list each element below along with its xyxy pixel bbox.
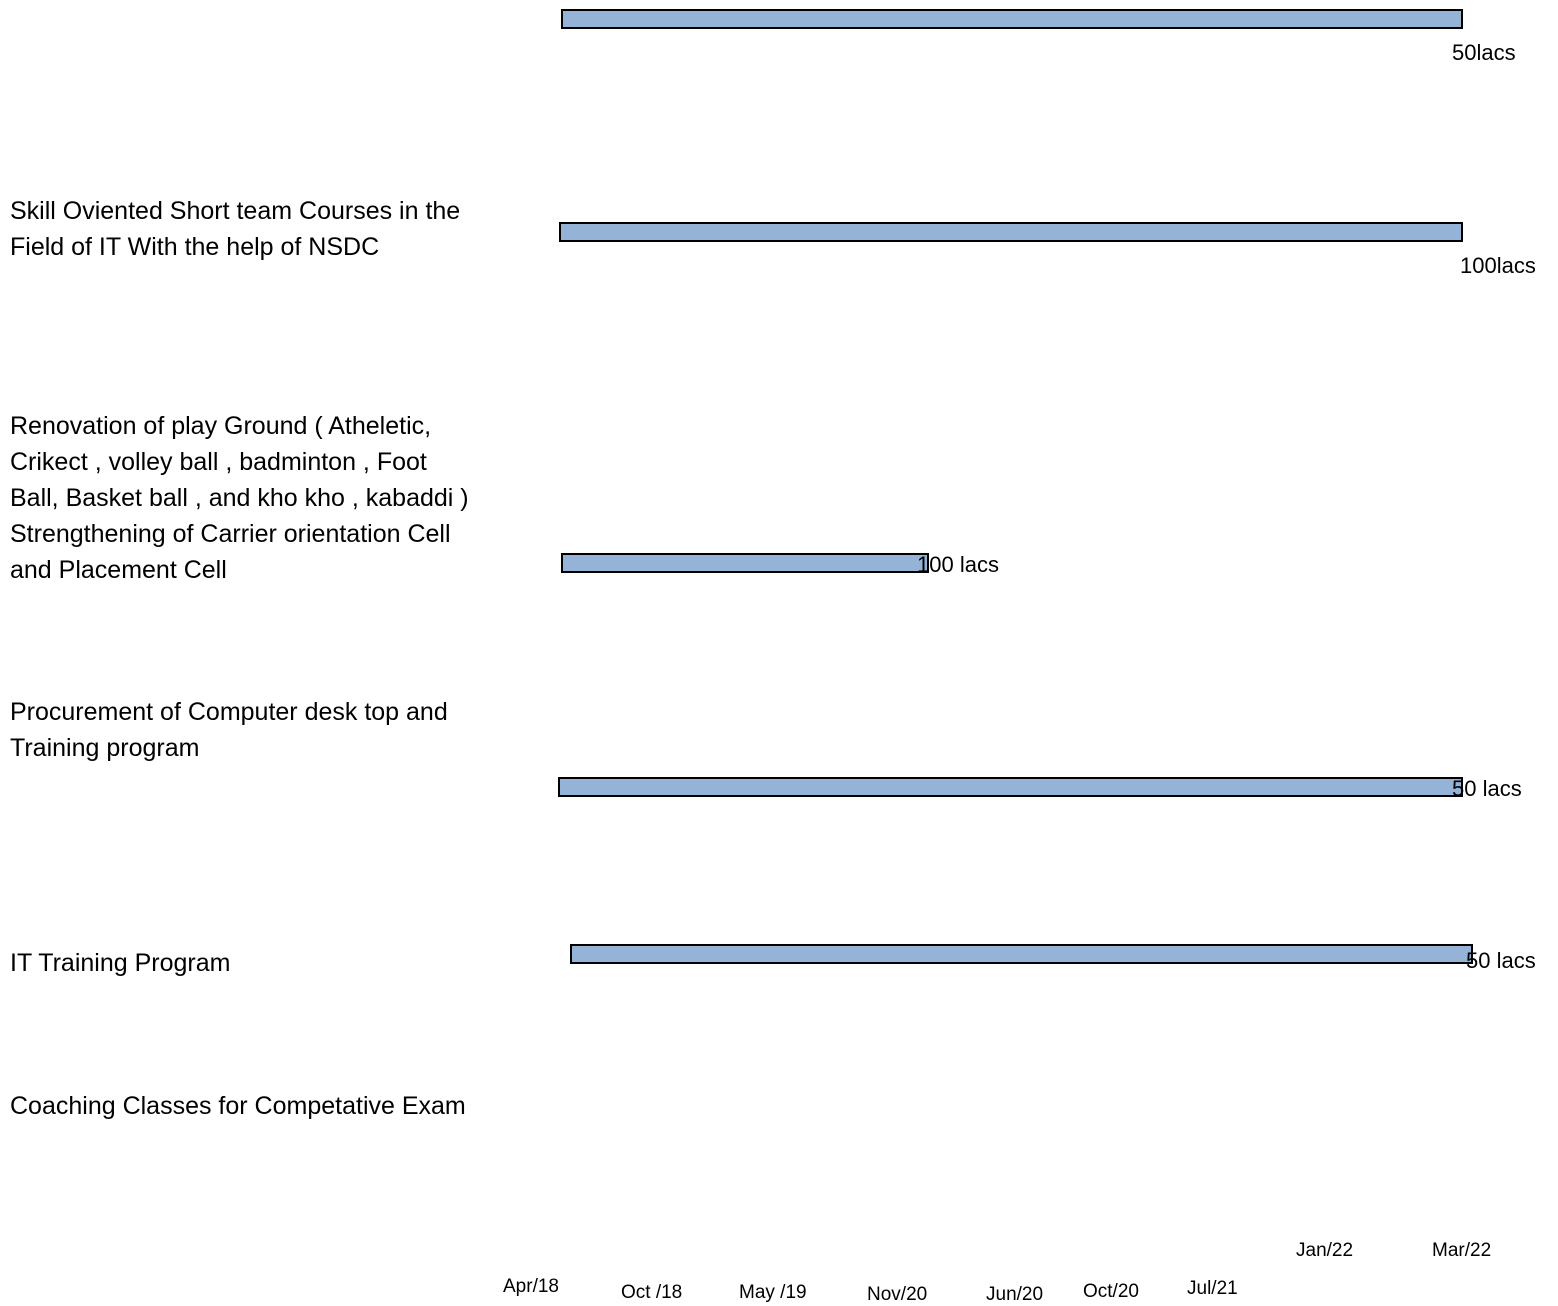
x-tick-label-0: Apr/18 (503, 1276, 559, 1297)
x-tick-label-3: Nov/20 (867, 1284, 928, 1305)
x-tick-label-8: Mar/22 (1432, 1240, 1492, 1261)
row-label-5: Coaching Classes for Competative Exam (10, 1092, 466, 1120)
x-tick-label-7: Jan/22 (1296, 1240, 1354, 1261)
x-tick-label-2: May /19 (739, 1282, 807, 1303)
gantt-bar-0 (561, 9, 1463, 29)
x-tick-label-5: Oct/20 (1083, 1281, 1139, 1302)
bar-value-label-0: 50lacs (1452, 40, 1516, 65)
gantt-bar-1 (559, 222, 1463, 242)
x-tick-label-6: Jul/21 (1187, 1278, 1238, 1299)
row-label-3: Procurement of Computer desk top and Tra… (10, 698, 448, 762)
row-label-4: IT Training Program (10, 949, 231, 977)
bar-value-label-4: 50 lacs (1466, 948, 1536, 973)
gantt-bar-3 (558, 777, 1463, 797)
row-label-1: Skill Oviented Short team Courses in the… (10, 197, 461, 261)
bar-value-label-2: 100 lacs (917, 552, 999, 577)
row-label-2: Renovation of play Ground ( Atheletic, C… (10, 412, 469, 584)
x-tick-label-1: Oct /18 (621, 1282, 683, 1303)
bar-value-label-1: 100lacs (1460, 253, 1536, 278)
gantt-bar-2 (561, 553, 929, 573)
x-tick-label-4: Jun/20 (986, 1284, 1044, 1305)
bar-value-label-3: 50 lacs (1452, 776, 1522, 801)
gantt-bar-4 (570, 944, 1473, 964)
